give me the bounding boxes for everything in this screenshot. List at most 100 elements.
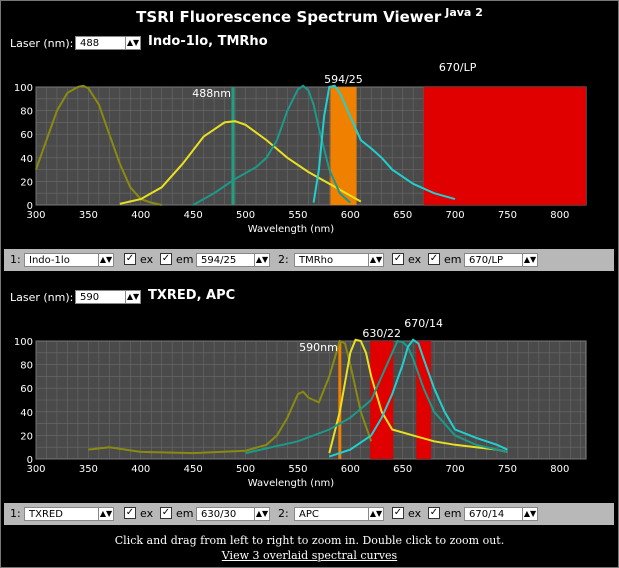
dye2-number: 2:	[278, 253, 289, 266]
ex1-checkbox[interactable]: ✓	[124, 507, 136, 519]
chevron-down-icon: ▲▼	[98, 254, 113, 266]
em1-checkbox[interactable]: ✓	[160, 507, 172, 519]
controls-bar-2: 1: TXRED ▲▼ ✓ ex ✓ em 630/30 ▲▼ 2: APC ▲▼ ✓…	[4, 503, 614, 525]
x-tick-label: 450	[184, 210, 203, 221]
chevron-down-icon: ▲▼	[125, 37, 140, 49]
y-tick-label: 60	[20, 384, 33, 395]
filter1-select[interactable]: 594/25 ▲▼	[196, 253, 270, 267]
dye2-number: 2:	[278, 507, 289, 520]
x-tick-label: 550	[288, 464, 307, 475]
filter-label: 630/22	[362, 327, 401, 340]
ex1-label: ex	[140, 253, 154, 266]
y-tick-label: 0	[27, 455, 33, 466]
y-tick-label: 60	[20, 130, 33, 141]
x-tick-label: 700	[446, 210, 465, 221]
x-tick-label: 400	[131, 210, 150, 221]
chevron-down-icon: ▲▼	[522, 508, 537, 520]
y-tick-label: 20	[20, 431, 33, 442]
x-tick-label: 450	[184, 464, 203, 475]
em1-label: em	[176, 253, 194, 266]
x-tick-label: 800	[550, 464, 569, 475]
filter-band	[423, 87, 586, 205]
y-tick-label: 20	[20, 177, 33, 188]
spectrum-series	[328, 338, 508, 454]
chevron-down-icon: ▲▼	[368, 254, 383, 266]
chevron-down-icon: ▲▼	[368, 508, 383, 520]
dyes-title-1: Indo-1lo, TMRho	[148, 34, 268, 49]
spectrum-series	[88, 339, 373, 455]
filter1-select[interactable]: 630/30 ▲▼	[196, 507, 270, 521]
x-tick-label: 550	[288, 210, 307, 221]
ex2-label: ex	[408, 507, 422, 520]
filter-label: 670/LP	[439, 61, 477, 74]
em1-label: em	[176, 507, 194, 520]
dyes-title-2: TXRED, APC	[148, 288, 236, 303]
chevron-down-icon: ▲▼	[254, 508, 269, 520]
y-tick-label: 40	[20, 154, 33, 165]
zoom-hint: Click and drag from left to right to zoo…	[114, 534, 505, 547]
dye2-select[interactable]: APC ▲▼	[294, 507, 384, 521]
laser-select-1[interactable]: 488 ▲▼	[75, 36, 141, 50]
laser-label-2: Laser (nm):	[10, 291, 74, 304]
x-tick-label: 650	[393, 210, 412, 221]
dye1-select[interactable]: TXRED ▲▼	[24, 507, 114, 521]
app-title: TSRI Fluorescence Spectrum Viewer Java 2	[136, 6, 483, 26]
ex2-checkbox[interactable]: ✓	[392, 507, 404, 519]
x-axis-label: Wavelength (nm)	[248, 224, 334, 235]
dye2-select[interactable]: TMRho ▲▼	[294, 253, 384, 267]
em2-checkbox[interactable]: ✓	[428, 507, 440, 519]
chevron-down-icon: ▲▼	[98, 508, 113, 520]
dye1-select[interactable]: Indo-1lo ▲▼	[24, 253, 114, 267]
spectrum-series	[328, 338, 508, 458]
x-tick-label: 500	[236, 210, 255, 221]
y-tick-label: 100	[14, 337, 33, 348]
chevron-down-icon: ▲▼	[522, 254, 537, 266]
spectrum-series	[312, 84, 456, 203]
x-tick-label: 600	[341, 210, 360, 221]
x-tick-label: 500	[236, 464, 255, 475]
x-tick-label: 300	[26, 464, 45, 475]
chevron-down-icon: ▲▼	[125, 291, 140, 303]
em2-checkbox[interactable]: ✓	[428, 253, 440, 265]
x-tick-label: 750	[498, 210, 517, 221]
laser-line-label: 488nm	[192, 87, 231, 100]
filter2-select[interactable]: 670/LP ▲▼	[464, 253, 538, 267]
y-tick-label: 80	[20, 361, 33, 372]
spectrum-chart-2: 300 350 400 450 500 550 600 650 700 750 800 0 20 40 60…	[14, 317, 587, 489]
laser-line-label: 590nm	[299, 341, 338, 354]
x-tick-label: 350	[79, 210, 98, 221]
x-tick-label: 800	[550, 210, 569, 221]
ex1-label: ex	[140, 507, 154, 520]
y-tick-label: 80	[20, 107, 33, 118]
spectrum-series	[35, 84, 162, 206]
filter-band	[330, 87, 357, 205]
x-tick-label: 750	[498, 464, 517, 475]
laser-label-1: Laser (nm):	[10, 37, 74, 50]
spectrum-series	[119, 120, 362, 205]
ex1-checkbox[interactable]: ✓	[124, 253, 136, 265]
x-tick-label: 650	[393, 464, 412, 475]
laser-select-2[interactable]: 590 ▲▼	[75, 290, 141, 304]
em2-label: em	[444, 507, 462, 520]
filter2-select[interactable]: 670/14 ▲▼	[464, 507, 538, 521]
overlay-link[interactable]: View 3 overlaid spectral curves	[221, 549, 398, 562]
chevron-down-icon: ▲▼	[254, 254, 269, 266]
x-tick-label: 400	[131, 464, 150, 475]
dye1-number: 1:	[10, 507, 21, 520]
y-tick-label: 100	[14, 83, 33, 94]
y-tick-label: 40	[20, 408, 33, 419]
filter-label: 594/25	[324, 73, 363, 86]
em2-label: em	[444, 253, 462, 266]
x-axis-label: Wavelength (nm)	[248, 478, 334, 489]
spectrum-series	[192, 84, 351, 206]
x-tick-label: 300	[26, 210, 45, 221]
ex2-checkbox[interactable]: ✓	[392, 253, 404, 265]
spectrum-series	[245, 339, 508, 455]
em1-checkbox[interactable]: ✓	[160, 253, 172, 265]
ex2-label: ex	[408, 253, 422, 266]
filter-band	[370, 341, 394, 459]
controls-bar-1: 1: Indo-1lo ▲▼ ✓ ex ✓ em 594/25 ▲▼ 2: TMRh…	[4, 249, 614, 271]
x-tick-label: 700	[446, 464, 465, 475]
filter-label: 670/14	[404, 317, 443, 330]
